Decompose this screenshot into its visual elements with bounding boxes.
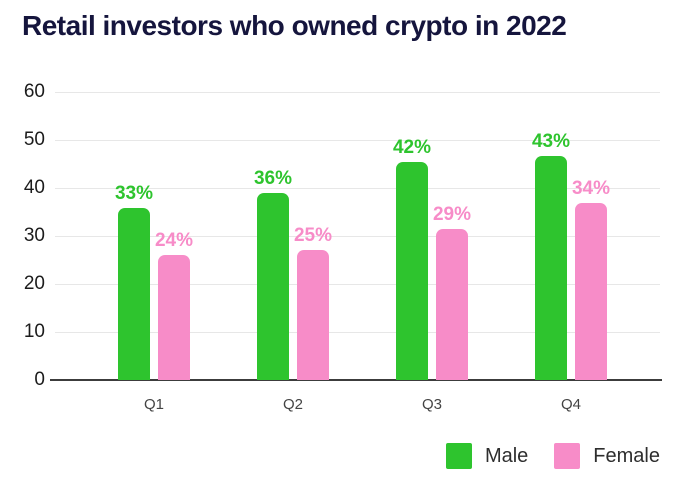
- value-label-male-q4: 43%: [531, 131, 571, 152]
- chart-title: Retail investors who owned crypto in 202…: [22, 10, 567, 41]
- gridline: [55, 140, 660, 141]
- y-axis-tick-label: 60: [23, 81, 45, 102]
- y-axis-tick-label: 30: [23, 225, 45, 246]
- legend-swatch-male: [445, 443, 472, 469]
- x-axis-line: [50, 379, 662, 381]
- gridline: [55, 92, 660, 93]
- bar-female-q2: [297, 250, 329, 380]
- value-label-female-q3: 29%: [432, 204, 472, 225]
- bar-male-q3: [396, 162, 428, 380]
- y-axis-tick-label: 40: [23, 177, 45, 198]
- x-axis-label-q4: Q4: [560, 396, 581, 413]
- gridline: [55, 284, 660, 285]
- bar-female-q1: [158, 255, 190, 380]
- bar-male-q4: [535, 156, 567, 380]
- legend-label-male: Male: [484, 444, 529, 467]
- x-axis-label-q3: Q3: [421, 396, 442, 413]
- legend: Male Female: [445, 443, 660, 469]
- bar-male-q1: [118, 208, 150, 380]
- legend-item-female: Female: [554, 443, 660, 469]
- legend-label-female: Female: [593, 444, 660, 467]
- value-label-female-q2: 25%: [293, 225, 333, 246]
- value-label-male-q1: 33%: [114, 183, 154, 204]
- y-axis-tick-label: 10: [23, 321, 45, 342]
- bar-male-q2: [257, 193, 289, 380]
- y-axis-tick-label: 50: [23, 129, 45, 150]
- x-axis-label-q1: Q1: [143, 396, 164, 413]
- bar-female-q4: [575, 203, 607, 380]
- y-axis-tick-label: 20: [23, 273, 45, 294]
- value-label-male-q3: 42%: [392, 137, 432, 158]
- gridline: [55, 332, 660, 333]
- legend-swatch-female: [554, 443, 581, 469]
- legend-item-male: Male: [445, 443, 529, 469]
- gridline: [55, 188, 660, 189]
- value-label-female-q4: 34%: [571, 178, 611, 199]
- x-axis-label-q2: Q2: [282, 396, 303, 413]
- bar-female-q3: [436, 229, 468, 380]
- y-axis-tick-label: 0: [34, 369, 45, 390]
- gridline: [55, 236, 660, 237]
- value-label-female-q1: 24%: [154, 230, 194, 251]
- value-label-male-q2: 36%: [253, 168, 293, 189]
